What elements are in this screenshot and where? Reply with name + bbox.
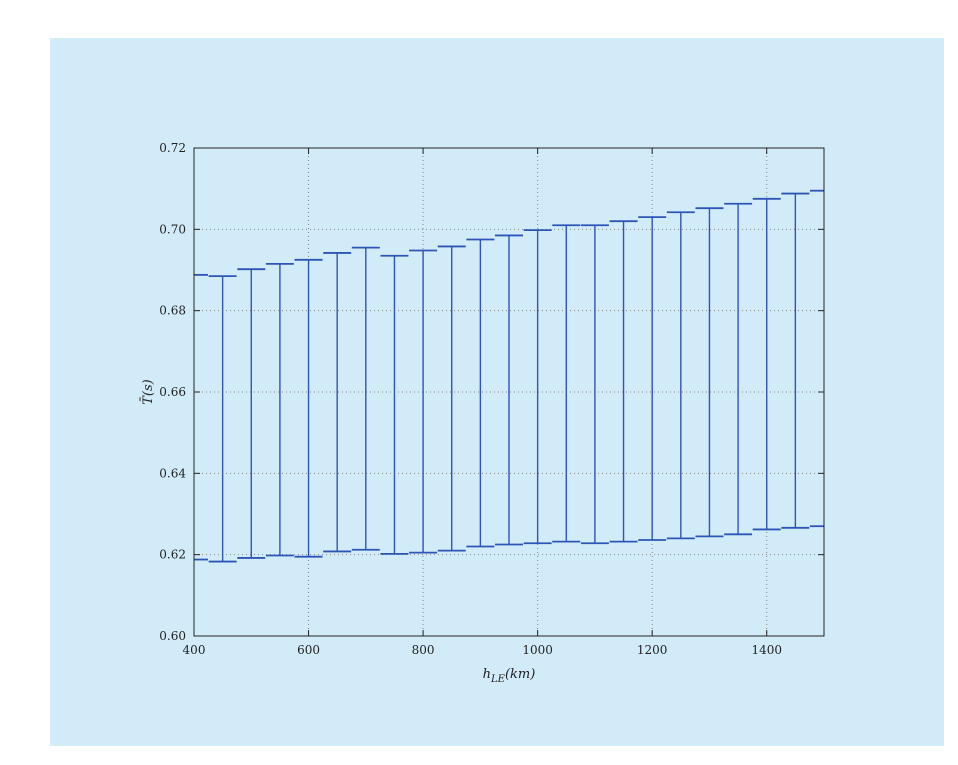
axis-ticks: 400 600 800 1000 1200 1400 0.60 0.62 0.64 0.66 0.6… — [159, 141, 824, 657]
errorbar — [237, 268, 266, 559]
errorbar — [552, 224, 581, 543]
y-tick-label: 0.72 — [159, 141, 186, 155]
errorbar — [437, 245, 466, 552]
errorbar — [380, 254, 409, 555]
errorbar — [523, 229, 552, 545]
figure-panel: 400 600 800 1000 1200 1400 0.60 0.62 0.64 0.66 0.6… — [50, 38, 944, 746]
x-tick-label: 1400 — [751, 643, 782, 657]
x-axis-label: hLE(km) — [483, 667, 536, 685]
y-tick-label: 0.70 — [159, 222, 186, 236]
errorbar — [724, 202, 753, 536]
y-tick-label: 0.62 — [159, 548, 186, 562]
x-label-unit: (km) — [505, 667, 535, 682]
y-axis-label: T̄(s) — [140, 379, 156, 405]
errorbar — [323, 252, 352, 553]
errorbar — [810, 189, 824, 528]
errorbar — [666, 211, 695, 540]
y-tick-label: 0.64 — [159, 466, 186, 480]
errorbar — [752, 197, 781, 531]
errorbar-chart: 400 600 800 1000 1200 1400 0.60 0.62 0.64 0.66 0.6… — [140, 141, 825, 685]
x-tick-label: 1000 — [522, 643, 553, 657]
errorbar — [466, 238, 495, 548]
errorbar — [351, 246, 380, 551]
y-tick-label: 0.66 — [159, 385, 186, 399]
x-label-sub: LE — [490, 674, 506, 685]
errorbar — [294, 258, 323, 558]
errorbar — [781, 192, 810, 529]
y-tick-label: 0.68 — [159, 304, 186, 318]
errorbar — [609, 220, 638, 543]
y-tick-label: 0.60 — [159, 629, 186, 643]
errorbar — [409, 249, 438, 554]
errorbar — [208, 275, 237, 563]
errorbar — [695, 207, 724, 538]
errorbar — [638, 216, 667, 541]
errorbar — [194, 273, 208, 561]
x-tick-label: 1200 — [637, 643, 668, 657]
errorbar-series — [194, 189, 824, 563]
x-tick-label: 400 — [183, 643, 206, 657]
x-tick-label: 800 — [412, 643, 435, 657]
x-label-base: h — [483, 667, 491, 682]
errorbar — [580, 224, 609, 545]
errorbar — [265, 262, 294, 557]
x-tick-label: 600 — [297, 643, 320, 657]
errorbar — [495, 234, 523, 546]
